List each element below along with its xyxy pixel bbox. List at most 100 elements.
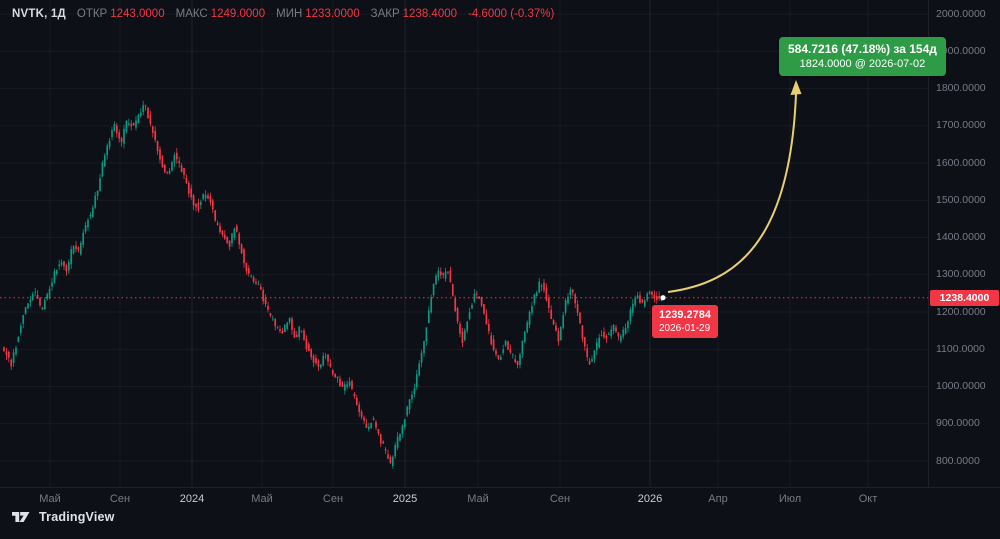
candle-body bbox=[372, 418, 375, 421]
candle-body bbox=[255, 281, 257, 284]
candle-body bbox=[456, 308, 459, 322]
candle-body bbox=[547, 298, 550, 309]
candle-body bbox=[497, 355, 500, 359]
candle-body bbox=[226, 236, 229, 243]
candle-body bbox=[588, 360, 591, 365]
candle-body bbox=[615, 327, 617, 332]
candle-body bbox=[379, 434, 382, 444]
ohlc-open: ОТКР 1243.0000 bbox=[77, 8, 165, 20]
candle-body bbox=[454, 298, 457, 311]
candle-body bbox=[605, 335, 608, 339]
candle-body bbox=[144, 105, 147, 107]
candle-body bbox=[39, 298, 41, 306]
candle-body bbox=[382, 441, 385, 444]
candle-body bbox=[202, 193, 205, 200]
candle-body bbox=[82, 232, 85, 245]
low-label: МИН bbox=[276, 8, 303, 20]
candle-body bbox=[636, 295, 639, 299]
symbol-legend[interactable]: NVTK, 1Д ОТКР 1243.0000 МАКС 1249.0000 М… bbox=[12, 8, 554, 20]
anchor-date: 2026-01-29 bbox=[659, 323, 711, 334]
candle-body bbox=[499, 356, 502, 361]
candle-body bbox=[168, 170, 171, 174]
candle-body bbox=[103, 155, 106, 167]
x-axis-label: 2024 bbox=[179, 493, 205, 505]
candle-body bbox=[151, 126, 154, 133]
candle-body bbox=[408, 399, 411, 410]
candle-body bbox=[310, 349, 313, 358]
candle-body bbox=[471, 304, 473, 309]
candle-body bbox=[231, 233, 233, 244]
candle-body bbox=[219, 225, 221, 232]
candle-body bbox=[631, 303, 634, 313]
candle-body bbox=[365, 423, 368, 428]
candle-body bbox=[195, 203, 197, 208]
last-price-marker[interactable] bbox=[660, 295, 666, 301]
candle-body bbox=[367, 426, 370, 430]
candle-body bbox=[531, 306, 533, 313]
candle-body bbox=[166, 171, 169, 173]
candle-body bbox=[415, 374, 418, 388]
candle-body bbox=[437, 270, 440, 278]
candle-body bbox=[171, 162, 173, 171]
candle-body bbox=[324, 355, 327, 357]
candle-body bbox=[243, 249, 245, 264]
projection-callout[interactable]: 584.7216 (47.18%) за 154д 1824.0000 @ 20… bbox=[779, 37, 946, 76]
candle-body bbox=[238, 233, 241, 245]
time-axis[interactable]: Май Сен 2024 Май Сен 2025 Май Сен 2026 Апр Июл Окт bbox=[0, 487, 1000, 512]
candle-body bbox=[115, 125, 118, 134]
candle-body bbox=[108, 140, 111, 147]
candle-body bbox=[94, 195, 97, 208]
candle-body bbox=[67, 261, 70, 271]
candle-body bbox=[303, 330, 305, 340]
candle-body bbox=[180, 165, 183, 172]
candle-body bbox=[228, 240, 231, 247]
candle-body bbox=[651, 291, 653, 295]
candle-body bbox=[555, 325, 557, 331]
candle-body bbox=[5, 351, 8, 356]
candle-body bbox=[89, 214, 92, 217]
candle-body bbox=[41, 307, 44, 310]
low-value: 1233.0000 bbox=[305, 8, 360, 20]
candle-body bbox=[418, 363, 421, 376]
candle-body bbox=[550, 309, 553, 320]
candle-body bbox=[51, 282, 53, 287]
candle-body bbox=[120, 138, 123, 142]
candle-body bbox=[142, 105, 145, 112]
tradingview-logo[interactable]: TradingView bbox=[12, 510, 115, 524]
anchor-price-label[interactable]: 1239.2784 2026-01-29 bbox=[652, 305, 718, 338]
candle-body bbox=[403, 419, 406, 428]
candle-body bbox=[87, 219, 89, 228]
x-axis-label: Сен bbox=[109, 493, 131, 505]
candle-body bbox=[305, 338, 308, 349]
candle-body bbox=[339, 378, 341, 386]
candle-body bbox=[511, 354, 514, 356]
candle-body bbox=[658, 295, 661, 299]
y-axis-label: 1600.0000 bbox=[936, 156, 986, 169]
candle-body bbox=[622, 329, 625, 337]
price-axis[interactable]: 1238.4000 2000.0000 1900.0000 1800.0000 170… bbox=[928, 0, 1000, 487]
candlestick-series[interactable] bbox=[3, 100, 663, 469]
candle-body bbox=[192, 195, 195, 206]
symbol-title[interactable]: NVTK, 1Д bbox=[12, 8, 66, 20]
tradingview-logo-icon bbox=[12, 512, 30, 522]
projection-arrow[interactable] bbox=[667, 93, 797, 293]
candle-body bbox=[391, 456, 394, 467]
candle-body bbox=[646, 293, 649, 301]
candle-body bbox=[300, 330, 303, 332]
close-value: 1238.4000 bbox=[402, 8, 458, 20]
candle-body bbox=[579, 312, 581, 324]
candle-body bbox=[643, 300, 646, 307]
candle-body bbox=[528, 312, 531, 325]
candle-body bbox=[240, 244, 243, 254]
candle-body bbox=[562, 315, 565, 328]
candle-body bbox=[34, 291, 37, 293]
candle-body bbox=[475, 293, 478, 295]
candle-body bbox=[619, 336, 622, 342]
candle-body bbox=[91, 207, 94, 217]
candle-body bbox=[523, 331, 526, 342]
candle-body bbox=[519, 354, 521, 365]
candle-body bbox=[545, 288, 548, 301]
x-axis-label: Окт bbox=[858, 493, 878, 505]
y-axis-label: 1500.0000 bbox=[936, 193, 986, 206]
